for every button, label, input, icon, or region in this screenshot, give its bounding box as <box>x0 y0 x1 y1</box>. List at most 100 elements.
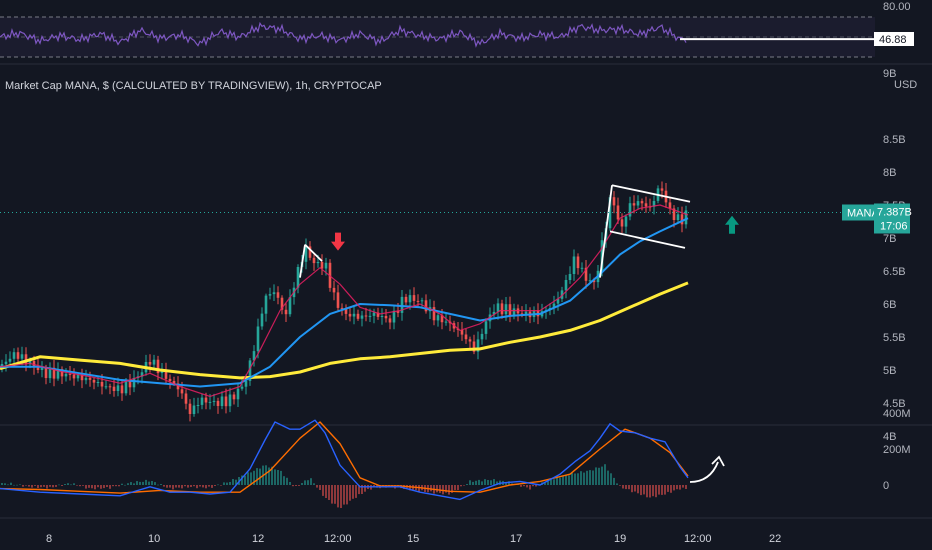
candle-body-141 <box>564 280 568 291</box>
macd-histogram-bar-107 <box>322 485 324 496</box>
rsi-panel: 46.88 80.00 <box>0 1 914 58</box>
candle-body-165 <box>660 188 664 191</box>
price-tick-10: 4B <box>883 431 896 443</box>
macd-histogram-bar-41 <box>124 484 126 486</box>
candle-body-124 <box>496 303 500 312</box>
candle-body-145 <box>580 267 584 269</box>
candle-body-116 <box>464 334 468 340</box>
candle-body-128 <box>512 308 516 316</box>
macd-histogram-bar-0 <box>1 483 3 485</box>
rsi-last-value-label: 46.88 <box>879 34 907 46</box>
candle-body-13 <box>52 367 56 379</box>
macd-histogram-bar-113 <box>340 485 342 508</box>
candle-body-120 <box>480 333 484 340</box>
ma-mid-line <box>0 217 689 388</box>
macd-histogram-bar-91 <box>274 469 276 485</box>
chart-title: Market Cap MANA, $ (CALCULATED BY TRADIN… <box>5 80 382 92</box>
candle-body-152 <box>608 197 612 229</box>
candle-body-119 <box>476 339 480 352</box>
macd-histogram-bar-44 <box>133 483 135 485</box>
candle-body-95 <box>380 316 384 317</box>
macd-histogram-bar-54 <box>163 485 165 487</box>
macd-histogram-bar-210 <box>631 485 633 493</box>
macd-histogram-bar-177 <box>532 485 534 487</box>
candle-body-169 <box>676 214 680 220</box>
y-axis-unit: USD <box>894 79 917 91</box>
candle-body-32 <box>128 380 132 388</box>
macd-histogram-bar-109 <box>328 485 330 500</box>
candle-body-148 <box>592 280 596 283</box>
date-label-15: 15 <box>407 533 419 545</box>
macd-histogram-bar-194 <box>583 472 585 485</box>
candle-body-61 <box>244 380 248 387</box>
macd-histogram-bar-1 <box>4 483 6 485</box>
candle-body-37 <box>148 362 152 365</box>
candle-body-94 <box>376 312 380 317</box>
buy-arrow-icon[interactable] <box>725 215 739 234</box>
candle-body-160 <box>640 201 644 204</box>
trend-line-2[interactable] <box>609 230 686 249</box>
macd-panel: 400M 200M 0 <box>0 408 911 508</box>
macd-curve-arrow-head-icon <box>711 455 725 467</box>
candle-body-31 <box>124 380 128 394</box>
candle-body-92 <box>368 315 372 317</box>
date-label-12: 12 <box>252 533 264 545</box>
candle-body-30 <box>120 385 124 394</box>
macd-histogram-bar-52 <box>157 484 159 486</box>
macd-histogram-bar-78 <box>235 479 237 485</box>
macd-histogram-bar-38 <box>115 485 117 487</box>
candle-body-48 <box>192 405 196 414</box>
trend-line-0[interactable] <box>599 185 613 278</box>
macd-histogram-bar-219 <box>658 485 660 495</box>
trend-line-4[interactable] <box>304 243 323 262</box>
trend-line-1[interactable] <box>611 184 691 203</box>
price-tick-9: 4.5B <box>883 398 906 410</box>
macd-histogram-bar-47 <box>142 481 144 485</box>
macd-histogram-bar-73 <box>220 485 222 486</box>
candle-body-63 <box>252 351 256 361</box>
macd-histogram-bar-3 <box>10 482 12 485</box>
macd-curve-arrow-icon[interactable] <box>689 461 719 483</box>
macd-histogram-bar-184 <box>553 479 555 485</box>
candle-body-131 <box>524 311 528 315</box>
candle-body-105 <box>420 300 424 302</box>
candle-body-9 <box>36 366 40 370</box>
macd-histogram-bar-83 <box>250 472 252 485</box>
candle-countdown: 17:06 <box>880 221 908 233</box>
macd-histogram-bar-67 <box>202 485 204 488</box>
macd-histogram-bar-161 <box>484 479 486 485</box>
macd-histogram-bar-119 <box>358 485 360 495</box>
candle-body-10 <box>40 368 44 370</box>
last-price-value-badge <box>874 203 910 234</box>
macd-histogram-bar-22 <box>67 483 69 485</box>
macd-histogram-bar-218 <box>655 485 657 498</box>
candle-body-5 <box>20 354 24 359</box>
macd-histogram-bar-27 <box>82 485 84 486</box>
macd-histogram-bar-226 <box>679 485 681 490</box>
macd-histogram-bar-55 <box>166 485 168 488</box>
macd-histogram-bar-151 <box>454 485 456 490</box>
macd-histogram-bar-182 <box>547 479 549 485</box>
candle-body-157 <box>628 203 632 217</box>
candle-body-106 <box>424 300 428 312</box>
macd-histogram-bar-206 <box>619 485 621 486</box>
candle-body-65 <box>260 313 264 327</box>
macd-histogram-bar-205 <box>616 483 618 485</box>
trend-line-3[interactable] <box>299 244 306 278</box>
last-price-name-badge <box>842 204 874 221</box>
candle-body-24 <box>96 382 100 383</box>
candle-body-42 <box>168 378 172 381</box>
macd-histogram-bar-17 <box>52 485 54 488</box>
macd-histogram-bar-72 <box>217 484 219 486</box>
macd-histogram-bar-56 <box>169 485 171 488</box>
macd-histogram-bar-21 <box>64 484 66 485</box>
candle-body-25 <box>100 382 104 387</box>
candle-body-8 <box>32 360 36 367</box>
macd-histogram-bar-156 <box>469 480 471 485</box>
sell-arrow-icon[interactable] <box>331 232 345 251</box>
macd-histogram-bar-35 <box>106 485 108 487</box>
candle-body-115 <box>460 329 464 335</box>
macd-histogram-bar-192 <box>577 473 579 485</box>
candle-body-78 <box>312 257 316 264</box>
